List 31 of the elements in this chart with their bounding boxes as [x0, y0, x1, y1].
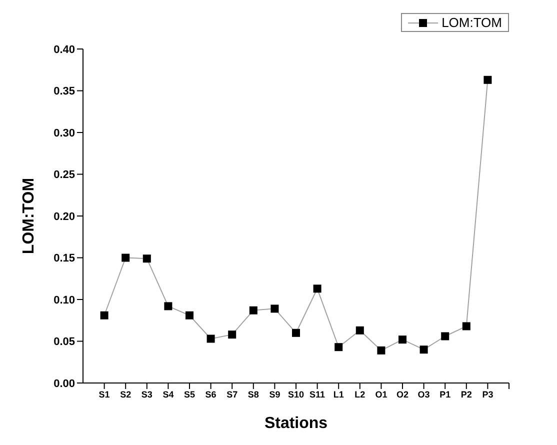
x-tick-label: L2 — [354, 389, 366, 400]
x-tick-label: S8 — [248, 389, 259, 400]
y-tick-label: 0.20 — [54, 210, 75, 223]
y-tick-label: 0.05 — [54, 336, 75, 348]
x-tick-label: L1 — [333, 389, 344, 400]
x-tick-label: S5 — [184, 389, 196, 400]
y-tick-label: 0.00 — [54, 378, 75, 390]
y-axis-title: LOM:TOM — [20, 178, 38, 254]
y-tick-label: 0.30 — [54, 127, 75, 140]
y-tick-label: 0.15 — [54, 252, 75, 265]
x-tick-label: S4 — [162, 389, 174, 400]
y-tick-label: 0.25 — [54, 169, 75, 182]
x-tick-label: P3 — [482, 389, 494, 400]
x-tick-label: P1 — [440, 389, 451, 400]
x-tick-label: S11 — [310, 389, 326, 400]
y-tick-label: 0.10 — [54, 294, 75, 306]
x-tick-label: S6 — [205, 389, 216, 400]
x-tick-label: O1 — [375, 389, 388, 400]
x-tick-label: S2 — [120, 389, 132, 400]
x-tick-label: S3 — [141, 389, 152, 400]
x-tick-label: S9 — [269, 389, 280, 400]
x-tick-label: S1 — [98, 389, 110, 400]
x-tick-label: S7 — [226, 389, 238, 400]
y-tick-label: 0.40 — [54, 44, 75, 56]
y-tick-label: 0.35 — [54, 86, 75, 98]
x-tick-label: S10 — [288, 389, 304, 400]
x-tick-label: P2 — [460, 389, 472, 400]
x-tick-label: O3 — [418, 389, 430, 400]
x-tick-label: O2 — [396, 389, 409, 400]
x-axis-title: Stations — [264, 415, 328, 432]
legend-label: LOM:TOM — [442, 15, 502, 30]
